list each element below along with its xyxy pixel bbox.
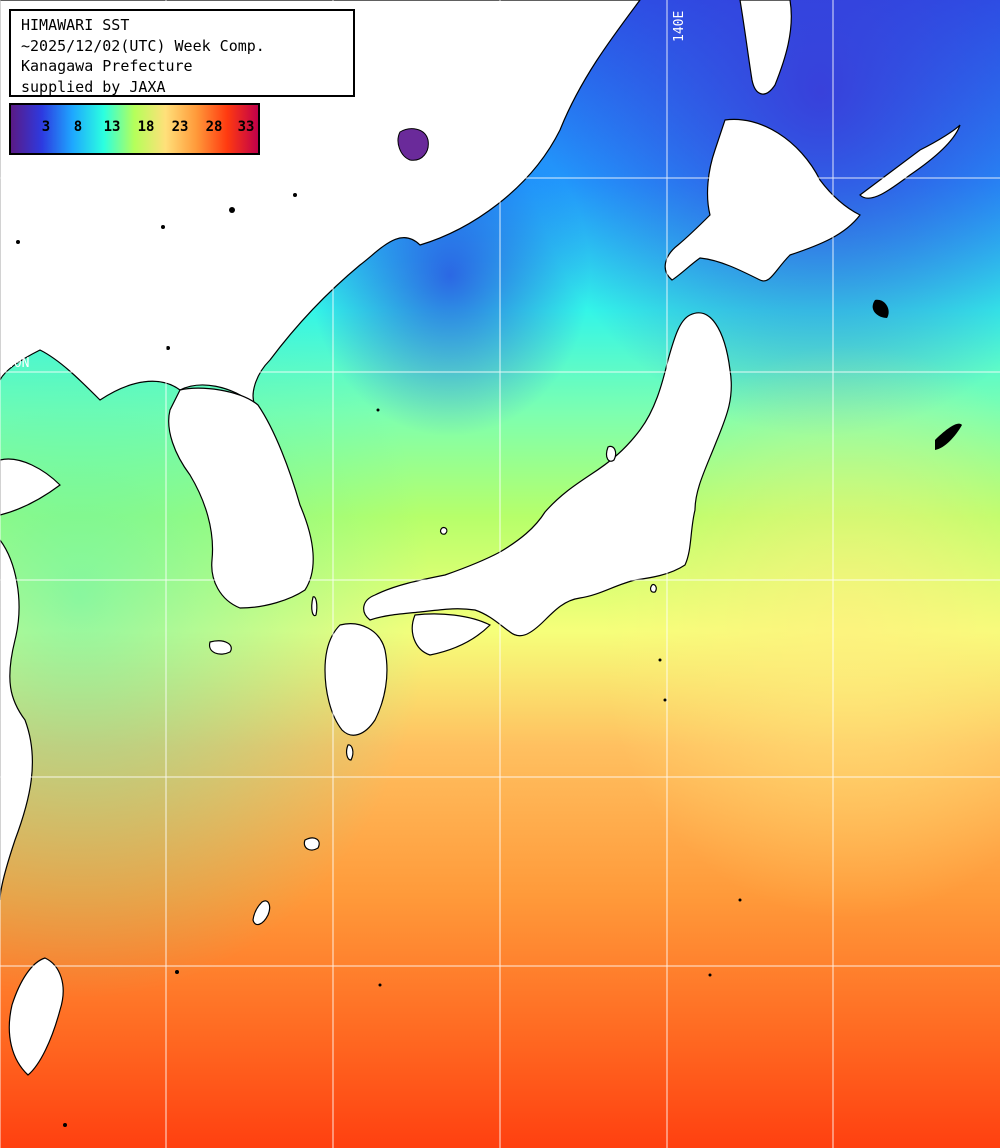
shikoku (411, 613, 492, 656)
map-info-box: HIMAWARI SST ~2025/12/02(UTC) Week Comp.… (9, 9, 355, 97)
tanegashima (345, 744, 354, 761)
islet (63, 1123, 67, 1127)
tsushima (311, 596, 318, 617)
jeju-island (208, 640, 232, 655)
region-line: Kanagawa Prefecture (21, 57, 193, 75)
mainland-asia (0, 0, 641, 406)
hokkaido (664, 118, 861, 282)
islet (376, 408, 380, 412)
date-line: ~2025/12/02(UTC) Week Comp. (21, 36, 265, 55)
legend-tick: 13 (103, 119, 121, 135)
color-scale-legend: 3 8 13 18 23 28 33 (9, 103, 260, 155)
islet (872, 299, 889, 318)
islets (16, 193, 962, 1127)
sado-island (605, 445, 617, 462)
latitude-label: 40N (6, 356, 29, 371)
legend-tick: 33 (237, 119, 255, 135)
islet (663, 698, 667, 702)
landmasses (0, 0, 961, 1076)
taiwan (8, 957, 64, 1076)
cold-island-blob (397, 128, 429, 161)
sakhalin (739, 0, 792, 95)
kuril-islands (859, 124, 961, 199)
islet (16, 240, 20, 244)
islet (658, 658, 662, 662)
china-coast (0, 538, 34, 901)
credit-line: supplied by JAXA (21, 77, 166, 96)
islet (378, 983, 382, 987)
legend-tick: 23 (171, 119, 189, 135)
legend-tick: 28 (205, 119, 223, 135)
islet (175, 970, 179, 974)
islet (708, 973, 712, 977)
amami-oshima (303, 837, 320, 851)
islet (166, 346, 170, 350)
korean-peninsula (168, 387, 314, 609)
legend-tick: 3 (41, 119, 51, 135)
honshu (363, 312, 732, 637)
islet (229, 207, 235, 213)
oki-islands (439, 526, 448, 535)
shandong-peninsula (0, 458, 61, 516)
islet (738, 898, 742, 902)
islet (935, 423, 962, 450)
okinawa (252, 900, 271, 926)
kyushu (324, 623, 388, 736)
product-title: HIMAWARI SST (21, 16, 130, 34)
longitude-label: 140E (672, 11, 687, 42)
legend-tick: 18 (137, 119, 155, 135)
islet (161, 225, 165, 229)
izu-oshima (649, 583, 657, 593)
islet (293, 193, 297, 197)
legend-tick: 8 (73, 119, 83, 135)
